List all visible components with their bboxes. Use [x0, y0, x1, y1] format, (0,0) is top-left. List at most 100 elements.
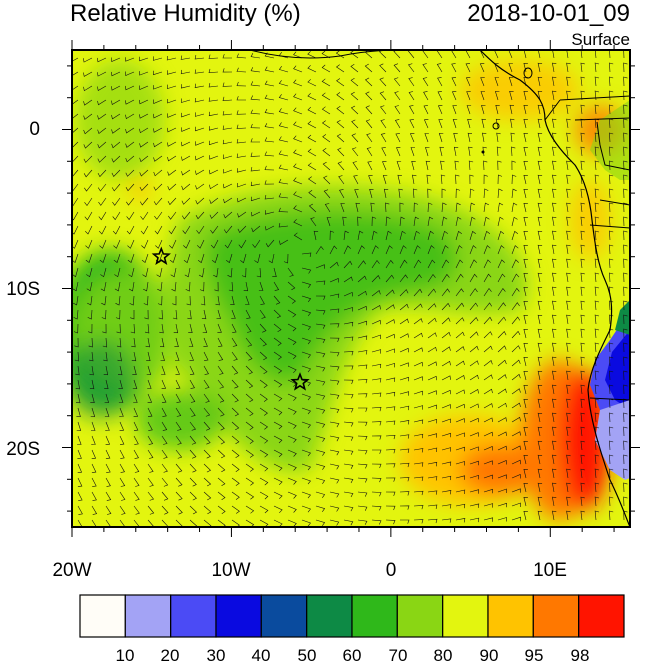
wind-barb	[427, 375, 437, 381]
wind-barb	[594, 50, 599, 59]
wind-barb	[128, 281, 135, 292]
wind-barb	[174, 337, 179, 348]
wind-barb	[72, 155, 79, 163]
wind-barb	[511, 287, 520, 297]
wind-barb	[208, 83, 219, 88]
wind-barb	[523, 286, 528, 297]
wind-barb	[411, 160, 416, 171]
wind-barb	[609, 62, 614, 73]
wind-barb	[132, 365, 137, 376]
wind-barb	[594, 398, 600, 409]
wind-barb	[301, 281, 312, 288]
wind-barb	[152, 56, 163, 61]
wind-barb	[117, 365, 123, 376]
wind-barb	[439, 146, 444, 157]
wind-barb	[147, 393, 153, 403]
wind-barb	[623, 160, 628, 171]
wind-barb	[537, 50, 541, 59]
wind-barb	[343, 291, 353, 297]
wind-barb	[497, 445, 507, 451]
wind-barb	[483, 503, 494, 508]
wind-barb	[609, 230, 614, 241]
wind-barb	[222, 82, 233, 87]
wind-barb	[72, 211, 79, 221]
wind-barb	[393, 77, 401, 87]
wind-barb	[237, 211, 247, 218]
wind-barb	[343, 260, 353, 269]
wind-barb	[147, 477, 154, 487]
wind-barb	[609, 202, 614, 213]
wind-barb	[287, 421, 297, 429]
wind-barb	[523, 244, 528, 255]
wind-barb	[105, 477, 111, 487]
wind-barb	[497, 174, 503, 185]
wind-barb	[441, 302, 451, 311]
wind-barb	[371, 491, 382, 497]
wind-barb	[427, 490, 438, 495]
wind-barb	[580, 370, 585, 381]
wind-barb	[609, 160, 614, 171]
wind-barb	[329, 323, 340, 328]
wind-barb	[357, 519, 368, 525]
wind-barb	[364, 63, 373, 73]
wind-barb	[455, 259, 464, 269]
wind-barb	[469, 345, 479, 353]
wind-barb	[186, 295, 191, 306]
wind-barb	[194, 83, 205, 88]
wind-barb	[161, 449, 168, 459]
wind-barb	[340, 203, 345, 213]
wind-barb	[382, 175, 388, 185]
wind-barb	[139, 141, 149, 148]
wind-barb	[293, 79, 303, 87]
wind-barb	[511, 502, 521, 507]
wind-barb	[357, 275, 367, 283]
wind-barb	[215, 295, 220, 306]
wind-barb	[437, 91, 443, 101]
wind-barb	[208, 97, 219, 102]
wind-barb	[469, 288, 478, 297]
wind-barb	[259, 407, 268, 416]
wind-barb	[623, 454, 628, 465]
wind-barb	[180, 84, 191, 89]
wind-barb	[169, 239, 177, 249]
wind-barb	[510, 118, 515, 129]
wind-barb	[222, 54, 233, 59]
wind-barb	[315, 351, 326, 358]
wind-barb	[469, 302, 479, 311]
wind-barb	[131, 351, 137, 362]
wind-barb	[203, 365, 209, 375]
wind-barb	[537, 454, 543, 465]
wind-barb	[141, 239, 149, 249]
wind-barb	[133, 407, 139, 417]
wind-barb	[188, 337, 194, 347]
wind-barb	[623, 468, 628, 479]
wind-barb	[203, 337, 208, 347]
island-sao-tome	[492, 122, 500, 130]
wind-barb	[287, 505, 297, 513]
wind-barb	[153, 141, 163, 148]
wind-barb	[140, 211, 149, 221]
wind-barb	[366, 147, 373, 157]
wind-barb	[427, 273, 436, 283]
wind-barb	[161, 435, 168, 445]
wind-barb	[287, 365, 297, 374]
wind-barb	[552, 496, 557, 507]
wind-barb	[495, 118, 501, 129]
wind-barb	[287, 309, 297, 318]
wind-barb	[623, 272, 628, 283]
wind-barb	[273, 407, 283, 416]
wind-barb	[231, 351, 238, 361]
wind-barb	[468, 146, 473, 157]
wind-barb	[537, 496, 543, 507]
wind-barb	[83, 169, 93, 178]
wind-barb	[133, 421, 139, 431]
wind-barb	[175, 505, 183, 515]
wind-barb	[441, 317, 451, 325]
wind-barb	[413, 216, 419, 227]
wind-barb	[511, 445, 521, 451]
wind-barb	[114, 267, 121, 278]
wind-barb	[394, 105, 401, 115]
wind-barb	[133, 505, 140, 515]
wind-barb	[329, 308, 340, 313]
wind-barb	[236, 139, 247, 144]
